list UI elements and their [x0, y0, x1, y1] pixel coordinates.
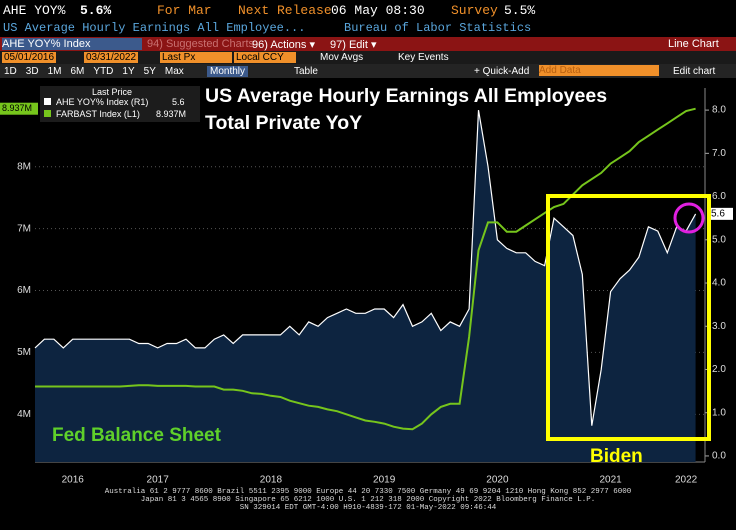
key-events[interactable]: Key Events: [398, 52, 449, 63]
y2-tick-label: 8.0: [712, 105, 726, 116]
range-button[interactable]: 6M: [70, 66, 85, 77]
annotation: Fed Balance Sheet: [52, 425, 222, 446]
ticker-value: 5.6%: [80, 3, 112, 18]
x-tick-label: 2018: [260, 475, 283, 486]
edit-menu[interactable]: 97) Edit ▾: [330, 39, 377, 51]
series-line: [34, 109, 697, 426]
next-release-label: Next Release: [238, 3, 332, 18]
command-bar: [0, 37, 736, 51]
footer-line: Japan 81 3 4565 8900 Singapore 65 6212 1…: [140, 496, 596, 504]
mov-avgs[interactable]: Mov Avgs: [320, 52, 364, 63]
security-field[interactable]: AHE YOY% Index: [2, 38, 142, 50]
legend-entry: AHE YOY% Index (R1): [56, 97, 149, 107]
price-field[interactable]: Last Px: [160, 52, 232, 63]
series-area: [35, 110, 696, 462]
x-tick-label: 2022: [675, 475, 698, 486]
quick-add[interactable]: + Quick-Add: [474, 66, 530, 77]
period: For Mar: [157, 3, 212, 18]
legend-entry: FARBAST Index (L1): [56, 109, 140, 119]
chart-title: US Average Hourly Earnings All Employees…: [205, 85, 608, 134]
currency-field[interactable]: Local CCY: [234, 52, 296, 63]
range-button[interactable]: 1Y: [122, 66, 135, 77]
next-release: 06 May 08:30: [331, 3, 425, 18]
y-tick-label: 5M: [17, 347, 31, 358]
series-line: [35, 107, 696, 431]
range-button[interactable]: 5Y: [143, 66, 156, 77]
source: Bureau of Labor Statistics: [344, 21, 532, 35]
highlight-box: [546, 194, 711, 441]
add-data[interactable]: Add Data: [539, 65, 659, 76]
y2-tick-label: 7.0: [712, 148, 726, 159]
x-tick-label: 2019: [373, 475, 396, 486]
range-buttons: 1D 3D 1M 6M YTD 1Y 5Y Max: [4, 66, 184, 77]
survey: 5.5%: [504, 3, 536, 18]
suggested-charts[interactable]: 94) Suggested Charts: [147, 38, 255, 50]
range-button[interactable]: 3D: [25, 66, 39, 77]
range-button[interactable]: Max: [164, 66, 184, 77]
x-tick-label: 2020: [486, 475, 509, 486]
annotation: Biden: [590, 446, 643, 467]
end-date[interactable]: 03/31/2022: [84, 52, 139, 63]
legend-swatch: [44, 110, 51, 117]
y2-tick-label: 1.0: [712, 407, 726, 418]
description: US Average Hourly Earnings All Employee.…: [3, 21, 306, 35]
y2-tick-label: 2.0: [712, 364, 726, 375]
range-button[interactable]: 1D: [4, 66, 17, 77]
y2-tick-label: 0.0: [712, 451, 726, 462]
last-value-label: 8.937M: [2, 103, 32, 113]
range-button[interactable]: 1M: [47, 66, 62, 77]
legend-last: 8.937M: [156, 109, 187, 119]
chart: 4M 5M 6M 7M 8M 0.0 1.0 2.0 3.0 4.0 5.0 6.0 7.0 8.0 201…: [0, 78, 736, 498]
y-tick-label: 7M: [17, 223, 31, 234]
x-tick-label: 2016: [62, 475, 85, 486]
x-tick-label: 2017: [147, 475, 170, 486]
view-label: Line Chart: [668, 38, 719, 50]
survey-label: Survey: [451, 3, 498, 18]
range-button[interactable]: YTD: [93, 66, 114, 77]
y2-tick-label: 4.0: [712, 278, 726, 289]
footer: Australia 61 2 9777 8600 Brazil 5511 239…: [0, 488, 736, 512]
legend-last: 5.6: [172, 97, 185, 107]
start-date[interactable]: 05/01/2016: [2, 52, 57, 63]
actions-menu[interactable]: 96) Actions ▾: [252, 39, 315, 51]
x-tick-label: 2021: [600, 475, 623, 486]
highlight-circle: [673, 202, 705, 234]
y2-tick-label: 3.0: [712, 321, 726, 332]
footer-line: SN 329014 EDT GMT-4:00 H910-4839-172 01-…: [239, 504, 497, 512]
table-button[interactable]: Table: [294, 66, 318, 77]
edit-chart[interactable]: Edit chart: [673, 66, 716, 77]
y2-tick-label: 5.0: [712, 234, 726, 245]
last-value-label: 5.6: [711, 208, 725, 219]
y-tick-label: 6M: [17, 285, 31, 296]
y-tick-label: 4M: [17, 409, 31, 420]
legend-title: Last Price: [92, 87, 133, 97]
footer-line: Australia 61 2 9777 8600 Brazil 5511 239…: [104, 488, 632, 496]
last-value-tag: [707, 207, 733, 220]
y2-tick-label: 6.0: [712, 191, 726, 202]
legend: Last Price AHE YOY% Index (R1) 5.6 FARBA…: [40, 86, 200, 122]
last-value-tag: [0, 102, 38, 115]
ticker: AHE YOY%: [3, 3, 66, 18]
y-tick-label: 8M: [17, 161, 31, 172]
legend-swatch: [44, 98, 51, 105]
frequency[interactable]: Monthly: [207, 66, 249, 77]
